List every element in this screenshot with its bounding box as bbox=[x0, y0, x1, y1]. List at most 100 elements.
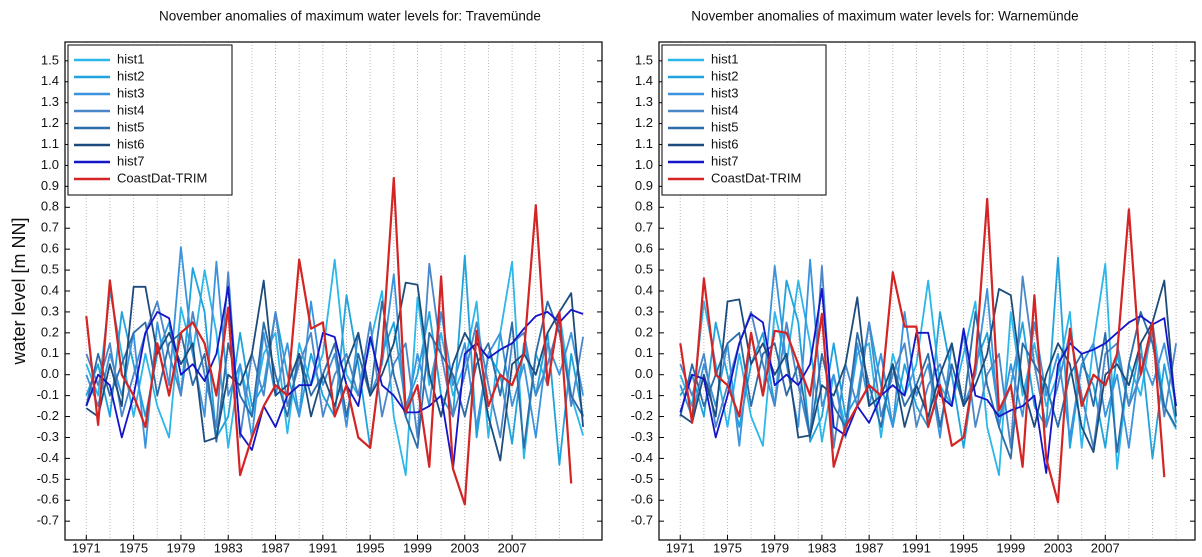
y-tick-label: -0.6 bbox=[631, 492, 653, 507]
y-tick-label: 0.2 bbox=[635, 324, 653, 339]
y-tick-label: 0.5 bbox=[41, 262, 59, 277]
y-tick-label: -0.2 bbox=[631, 408, 653, 423]
x-tick-label: 1995 bbox=[949, 540, 978, 555]
series-line bbox=[679, 279, 1177, 453]
y-tick-label: 0.4 bbox=[41, 282, 59, 297]
y-tick-label: 1.2 bbox=[41, 115, 59, 130]
y-tick-label: 1.3 bbox=[635, 94, 653, 109]
legend-label: CoastDat-TRIM bbox=[117, 170, 207, 185]
y-tick-label: 0.6 bbox=[635, 241, 653, 256]
x-tick-label: 1995 bbox=[356, 540, 385, 555]
legend-box bbox=[661, 44, 827, 196]
series-line bbox=[679, 197, 1166, 504]
legend-label: hist4 bbox=[711, 102, 738, 117]
y-tick-label: 0.2 bbox=[41, 324, 59, 339]
panel: November anomalies of maximum water leve… bbox=[631, 9, 1196, 555]
legend-label: CoastDat-TRIM bbox=[711, 170, 801, 185]
x-tick-label: 1975 bbox=[119, 540, 148, 555]
legend-label: hist6 bbox=[117, 136, 144, 151]
x-tick-label: 2003 bbox=[1044, 540, 1073, 555]
y-tick-label: -0.5 bbox=[37, 471, 59, 486]
x-tick-label: 1979 bbox=[760, 540, 789, 555]
y-tick-label: 1.0 bbox=[635, 157, 653, 172]
y-tick-label: -0.2 bbox=[37, 408, 59, 423]
series-line bbox=[85, 246, 584, 449]
legend-label: hist7 bbox=[117, 153, 144, 168]
y-tick-label: 0.9 bbox=[41, 178, 59, 193]
plot-frame bbox=[658, 41, 1196, 541]
series-line bbox=[679, 311, 1177, 460]
y-axis-label: water level [m NN] bbox=[9, 217, 29, 365]
x-tick-label: 2003 bbox=[450, 540, 479, 555]
legend-label: hist2 bbox=[711, 68, 738, 83]
x-tick-label: 1983 bbox=[214, 540, 243, 555]
series-group bbox=[85, 176, 584, 506]
y-tick-label: -0.7 bbox=[37, 513, 59, 528]
y-tick-label: 0.7 bbox=[635, 220, 653, 235]
legend-label: hist2 bbox=[117, 68, 144, 83]
x-tick-label: 1999 bbox=[996, 540, 1025, 555]
x-tick-label: 1987 bbox=[855, 540, 884, 555]
x-tick-label: 1975 bbox=[713, 540, 742, 555]
x-tick-label: 1999 bbox=[403, 540, 432, 555]
legend-label: hist6 bbox=[711, 136, 738, 151]
y-tick-label: -0.6 bbox=[37, 492, 59, 507]
y-tick-label: -0.1 bbox=[37, 387, 59, 402]
legend-label: hist3 bbox=[711, 85, 738, 100]
legend-label: hist7 bbox=[711, 153, 738, 168]
legend-label: hist3 bbox=[117, 85, 144, 100]
legend-label: hist4 bbox=[117, 102, 144, 117]
y-tick-label: 1.1 bbox=[635, 136, 653, 151]
y-tick-label: 1.5 bbox=[635, 52, 653, 67]
y-tick-label: 0.4 bbox=[635, 282, 653, 297]
y-tick-label: -0.4 bbox=[631, 450, 653, 465]
x-tick-label: 1971 bbox=[72, 540, 101, 555]
legend-label: hist1 bbox=[711, 51, 738, 66]
y-tick-label: 0.3 bbox=[41, 303, 59, 318]
series-group bbox=[679, 197, 1177, 504]
y-tick-label: 0.8 bbox=[41, 199, 59, 214]
x-tick-label: 2007 bbox=[1091, 540, 1120, 555]
y-tick-label: 0.8 bbox=[635, 199, 653, 214]
chart-title: November anomalies of maximum water leve… bbox=[691, 9, 1078, 24]
y-tick-label: 0.7 bbox=[41, 220, 59, 235]
legend-box bbox=[67, 44, 233, 196]
y-tick-label: -0.1 bbox=[631, 387, 653, 402]
y-tick-label: -0.5 bbox=[631, 471, 653, 486]
series-line bbox=[85, 262, 584, 439]
y-tick-label: 0.1 bbox=[41, 345, 59, 360]
x-tick-label: 1979 bbox=[166, 540, 195, 555]
y-tick-label: 1.4 bbox=[41, 73, 59, 88]
y-tick-label: 0.0 bbox=[41, 366, 59, 381]
y-tick-label: -0.3 bbox=[37, 429, 59, 444]
y-tick-label: -0.7 bbox=[631, 513, 653, 528]
series-line bbox=[85, 300, 584, 449]
y-tick-label: 1.2 bbox=[635, 115, 653, 130]
y-tick-label: 1.5 bbox=[41, 52, 59, 67]
x-tick-label: 1987 bbox=[261, 540, 290, 555]
x-tick-label: 1971 bbox=[666, 540, 695, 555]
y-tick-label: 1.1 bbox=[41, 136, 59, 151]
x-tick-label: 1991 bbox=[902, 540, 931, 555]
legend-label: hist1 bbox=[117, 51, 144, 66]
series-line bbox=[85, 279, 584, 462]
y-tick-label: 1.4 bbox=[635, 73, 653, 88]
chart-title: November anomalies of maximum water leve… bbox=[159, 9, 541, 24]
legend-label: hist5 bbox=[711, 119, 738, 134]
y-tick-label: 0.5 bbox=[635, 262, 653, 277]
x-tick-label: 1983 bbox=[807, 540, 836, 555]
y-tick-label: 0.6 bbox=[41, 241, 59, 256]
series-line bbox=[85, 176, 573, 506]
y-tick-label: -0.3 bbox=[631, 429, 653, 444]
y-tick-label: 0.1 bbox=[635, 345, 653, 360]
legend-label: hist5 bbox=[117, 119, 144, 134]
panel: November anomalies of maximum water leve… bbox=[9, 9, 603, 555]
series-line bbox=[679, 288, 1177, 474]
x-tick-label: 1991 bbox=[308, 540, 337, 555]
y-tick-label: 1.0 bbox=[41, 157, 59, 172]
plot-frame bbox=[64, 41, 603, 541]
series-line bbox=[85, 285, 584, 470]
x-tick-label: 2007 bbox=[498, 540, 527, 555]
